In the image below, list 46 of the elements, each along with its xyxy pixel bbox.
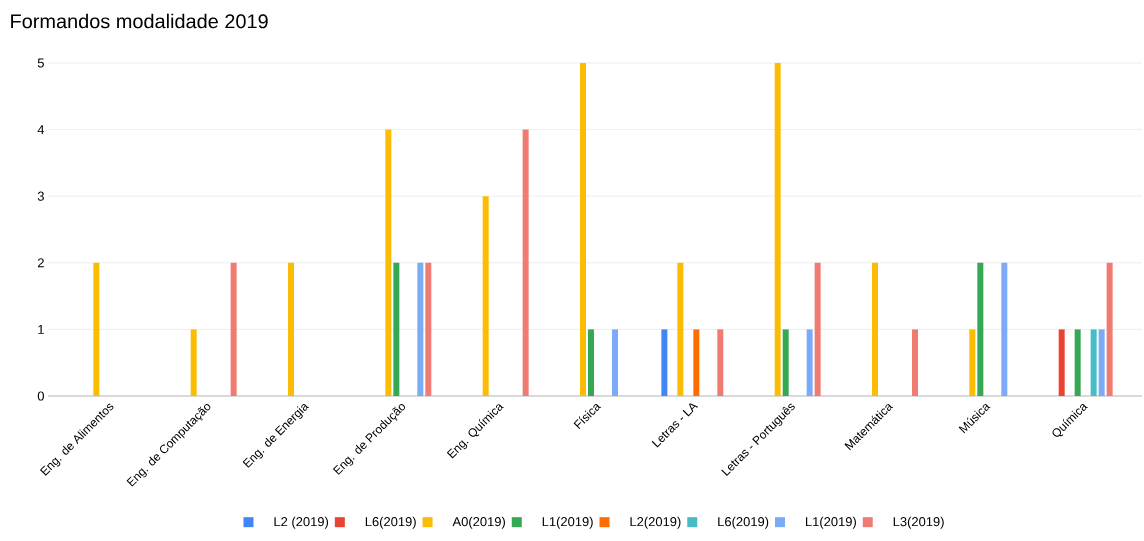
bar: [872, 262, 879, 396]
bar: [417, 262, 424, 396]
bar: [977, 262, 984, 396]
bar: [93, 262, 100, 396]
legend-label: L1(2019): [805, 516, 856, 529]
bar: [677, 262, 684, 396]
y-tick-label: 2: [37, 258, 44, 268]
legend-label: L3(2019): [893, 516, 944, 529]
bar: [774, 63, 781, 396]
bar: [911, 329, 918, 396]
y-tick-label: 5: [37, 58, 44, 68]
bar: [482, 196, 489, 396]
bar: [969, 329, 976, 396]
bar: [393, 262, 400, 396]
chart-title: Formandos modalidade 2019: [11, 13, 268, 29]
y-tick-label: 4: [37, 125, 45, 135]
bar: [190, 329, 197, 396]
bar: [385, 129, 392, 396]
bar: [288, 262, 295, 396]
legend-label: L6(2019): [718, 516, 769, 529]
bar: [230, 262, 237, 396]
bar: [1106, 262, 1113, 396]
bar: [1001, 262, 1008, 396]
bar: [1074, 329, 1081, 396]
bar: [693, 329, 700, 396]
legend-label: L2 (2019): [274, 516, 329, 529]
bar: [782, 329, 789, 396]
bar: [661, 329, 668, 396]
bar: [1058, 329, 1065, 396]
bar: [1090, 329, 1097, 396]
bar: [588, 329, 595, 396]
legend-label: L6(2019): [365, 516, 416, 529]
bar: [522, 129, 529, 396]
bar: [580, 63, 587, 396]
y-tick-label: 1: [38, 324, 44, 334]
bar: [611, 329, 618, 396]
bar: [814, 262, 821, 396]
y-tick-label: 3: [37, 191, 44, 201]
legend-label: L1(2019): [542, 516, 593, 529]
bar: [806, 329, 813, 396]
legend-label: A0(2019): [452, 516, 505, 529]
bar: [717, 329, 724, 396]
bar: [1098, 329, 1105, 396]
y-tick-label: 0: [37, 391, 44, 401]
bar: [425, 262, 432, 396]
legend-label: L2(2019): [630, 516, 681, 529]
